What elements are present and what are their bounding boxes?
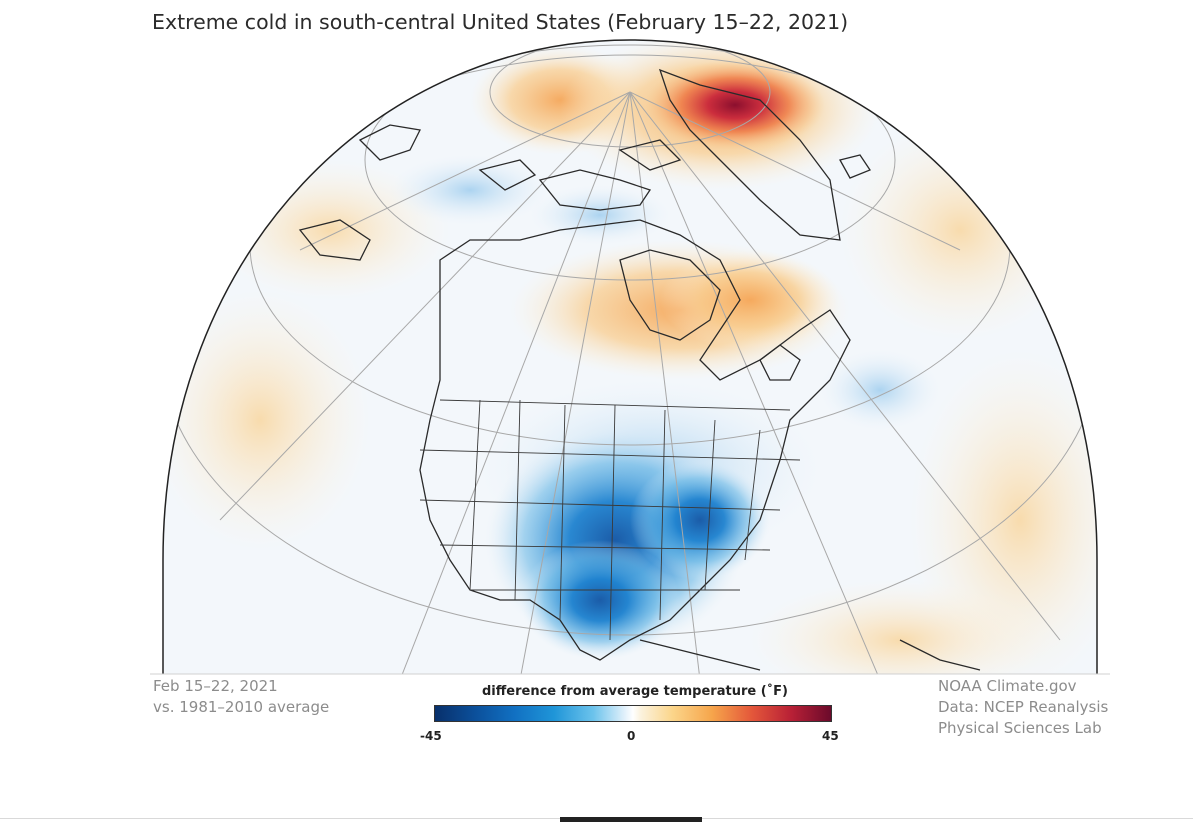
legend-title: difference from average temperature (˚F) (482, 684, 788, 699)
credit-data: Data: NCEP Reanalysis (938, 698, 1109, 716)
legend-mid-label: 0 (627, 729, 636, 743)
map-title: Extreme cold in south-central United Sta… (152, 10, 849, 34)
bottom-tab-indicator[interactable] (560, 817, 702, 822)
date-range: Feb 15–22, 2021 (153, 677, 278, 695)
credits-note: NOAA Climate.gov Data: NCEP Reanalysis P… (938, 676, 1108, 739)
credit-lab: Physical Sciences Lab (938, 719, 1102, 737)
baseline-period: vs. 1981–2010 average (153, 698, 330, 716)
globe-surface (163, 40, 1097, 674)
legend-min-label: -45 (420, 729, 442, 743)
color-legend: difference from average temperature (˚F)… (420, 684, 850, 746)
legend-color-bar (434, 705, 832, 722)
credit-source: NOAA Climate.gov (938, 677, 1077, 695)
legend-max-label: 45 (822, 729, 839, 743)
state-borders (419, 399, 801, 641)
coastlines (298, 68, 981, 671)
date-range-note: Feb 15–22, 2021 vs. 1981–2010 average (153, 676, 329, 718)
